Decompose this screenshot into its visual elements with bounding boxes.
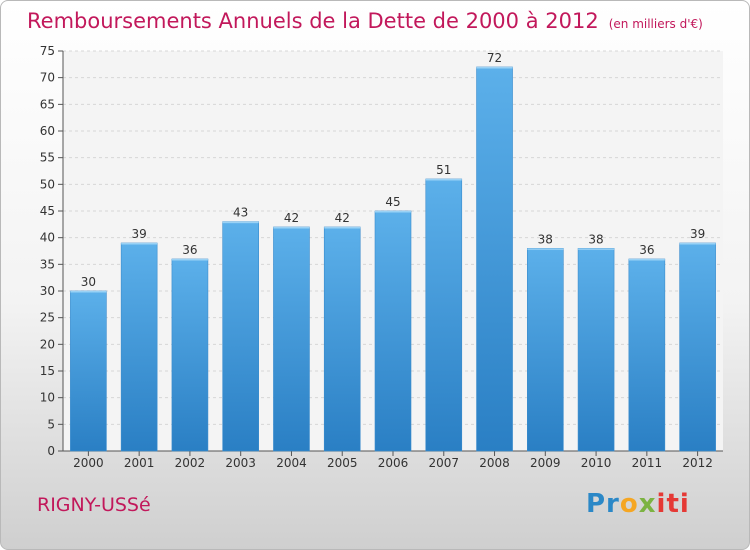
data-label-2008: 72 <box>487 51 502 65</box>
data-label-2000: 30 <box>81 275 96 289</box>
bar-2011 <box>628 258 666 452</box>
bar-2007 <box>425 178 463 452</box>
y-tick-label: 40 <box>40 231 55 245</box>
y-tick-label: 20 <box>40 337 55 351</box>
x-tick-label-2006: 2006 <box>378 456 409 470</box>
bar-top-highlight <box>222 221 259 224</box>
bar-2005 <box>323 226 361 452</box>
bar-top-highlight <box>578 248 615 250</box>
y-tick-label: 75 <box>40 44 55 58</box>
bar-2012 <box>679 242 716 452</box>
x-tick-label-2005: 2005 <box>327 456 358 470</box>
bar-top-highlight <box>527 248 564 250</box>
bar-top-highlight <box>425 179 462 181</box>
data-label-2010: 38 <box>588 232 603 246</box>
y-tick-label: 45 <box>40 204 55 218</box>
y-tick-label: 0 <box>47 444 55 458</box>
data-label-2006: 45 <box>385 195 400 209</box>
y-tick-label: 70 <box>40 71 55 85</box>
y-tick-label: 60 <box>40 124 55 138</box>
x-tick-label-2000: 2000 <box>73 456 104 470</box>
x-tick-label-2007: 2007 <box>428 456 459 470</box>
bar-top-highlight <box>121 243 158 245</box>
bar-layer <box>70 66 716 452</box>
y-tick-label: 15 <box>40 364 55 378</box>
bar-2010 <box>577 248 615 452</box>
y-tick-label: 30 <box>40 284 55 298</box>
x-tick-label-2011: 2011 <box>632 456 663 470</box>
x-tick-label-2010: 2010 <box>581 456 612 470</box>
y-tick-label: 25 <box>40 311 55 325</box>
y-tick-label: 65 <box>40 97 55 111</box>
y-tick-label: 10 <box>40 391 55 405</box>
x-tick-label-2002: 2002 <box>175 456 206 470</box>
bar-top-highlight <box>171 259 208 261</box>
data-label-2001: 39 <box>132 227 147 241</box>
bar-2006 <box>374 210 412 452</box>
data-label-2012: 39 <box>690 227 705 241</box>
bar-top-highlight <box>628 259 665 261</box>
bar-top-highlight <box>476 67 513 69</box>
bar-top-highlight <box>679 243 716 245</box>
title-text: Remboursements Annuels de la Dette de 20… <box>27 9 599 33</box>
x-tick-label-2008: 2008 <box>479 456 510 470</box>
x-tick-label-2003: 2003 <box>225 456 256 470</box>
bar-2008 <box>476 66 513 452</box>
y-tick-label: 55 <box>40 151 55 165</box>
data-label-2005: 42 <box>335 211 350 225</box>
data-label-2002: 36 <box>182 243 197 257</box>
x-tick-label-2012: 2012 <box>682 456 713 470</box>
bar-top-highlight <box>375 211 411 213</box>
chart-title: Remboursements Annuels de la Dette de 20… <box>27 9 703 33</box>
data-label-2009: 38 <box>538 232 553 246</box>
x-tick-label-2001: 2001 <box>124 456 155 470</box>
data-label-2007: 51 <box>436 163 451 177</box>
y-tick-label: 50 <box>40 177 55 191</box>
bar-2009 <box>527 248 564 452</box>
bar-top-highlight <box>70 291 107 293</box>
data-label-2003: 43 <box>233 206 248 220</box>
label-layer: 30 2000 39 2001 36 2002 43 2003 42 2004 42 2005 45 20… <box>73 51 713 470</box>
x-tick-label-2009: 2009 <box>530 456 561 470</box>
bar-top-highlight <box>324 227 361 229</box>
bar-2003 <box>222 221 259 452</box>
bar-2004 <box>273 226 310 452</box>
bar-top-highlight <box>273 227 310 229</box>
data-label-2011: 36 <box>639 243 654 257</box>
commune-name: RIGNY-USSé <box>37 494 151 516</box>
data-label-2004: 42 <box>284 211 299 225</box>
proxiti-logo: Proxiti <box>586 489 690 519</box>
unit-label: (en milliers d'€) <box>608 17 703 31</box>
x-tick-label-2004: 2004 <box>276 456 307 470</box>
bar-2000 <box>70 290 107 452</box>
bar-2002 <box>171 258 209 452</box>
bar-2001 <box>120 242 158 452</box>
y-tick-label: 35 <box>40 257 55 271</box>
y-tick-label: 5 <box>47 417 55 431</box>
